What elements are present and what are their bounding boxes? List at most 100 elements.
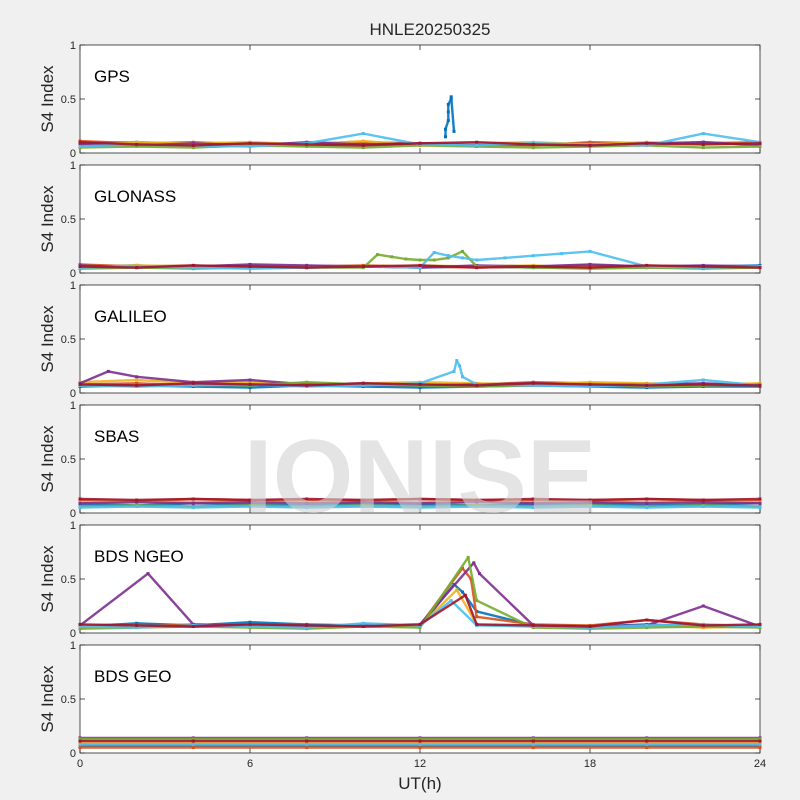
data-point <box>146 572 150 576</box>
data-point <box>531 737 535 741</box>
data-point <box>531 381 535 385</box>
data-point <box>701 265 705 268</box>
y-tick-label: 1 <box>70 280 76 292</box>
y-tick-label: 0 <box>70 268 76 280</box>
data-point <box>135 266 139 270</box>
data-point <box>191 266 195 270</box>
watermark-text: IONISE <box>244 419 597 535</box>
data-point <box>248 265 252 268</box>
data-point <box>531 742 535 746</box>
data-point <box>305 737 309 741</box>
data-point <box>560 252 564 256</box>
data-point <box>458 364 462 368</box>
data-point <box>645 746 649 750</box>
data-point <box>361 500 365 504</box>
data-point <box>758 746 762 750</box>
axes-box <box>79 284 761 394</box>
data-point <box>758 742 762 746</box>
data-point <box>645 626 649 630</box>
data-point <box>135 498 139 502</box>
panel-label: SBAS <box>94 427 139 446</box>
data-point <box>461 566 464 570</box>
data-point <box>191 625 195 628</box>
data-point <box>305 742 309 746</box>
data-point <box>758 266 762 270</box>
data-point <box>418 739 422 743</box>
y-tick-label: 0 <box>70 508 76 520</box>
data-point <box>78 265 82 268</box>
data-point <box>191 746 195 750</box>
data-point <box>191 742 195 746</box>
y-tick-label: 0 <box>70 748 76 760</box>
data-point <box>78 506 82 510</box>
data-point <box>418 141 422 145</box>
data-point <box>503 256 507 260</box>
data-point <box>446 256 450 260</box>
data-point <box>78 497 82 501</box>
data-point <box>191 143 195 147</box>
data-point <box>248 145 252 148</box>
data-point <box>191 739 195 743</box>
y-tick-label: 1 <box>70 40 76 52</box>
data-point <box>588 140 592 144</box>
data-point <box>531 254 535 258</box>
data-point <box>432 251 436 254</box>
data-point <box>645 618 649 622</box>
data-point <box>758 141 762 145</box>
y-tick-label: 1 <box>70 520 76 532</box>
data-point <box>78 737 82 741</box>
data-point <box>390 255 394 259</box>
data-point <box>455 588 459 592</box>
data-point <box>248 141 252 145</box>
data-point <box>135 378 139 382</box>
data-point <box>305 266 309 270</box>
data-point <box>645 742 649 746</box>
data-point <box>78 145 82 148</box>
panel-label: GLONASS <box>94 187 176 206</box>
data-point <box>531 142 535 146</box>
data-point <box>361 146 365 150</box>
data-point <box>78 142 82 146</box>
data-point <box>135 626 139 630</box>
data-point <box>588 505 592 508</box>
series-line <box>78 594 762 628</box>
data-point <box>758 383 762 387</box>
data-point <box>588 498 592 502</box>
data-point <box>248 380 252 384</box>
data-point <box>418 737 422 741</box>
data-point <box>404 257 408 261</box>
data-point <box>645 263 649 267</box>
panel-bds-geo: 0 0.5 1 S4 Index BDS GEO 0 6 12 18 24 <box>38 640 766 770</box>
data-point <box>418 626 422 630</box>
data-point <box>305 142 309 146</box>
axes-box <box>79 164 761 274</box>
data-point <box>78 140 82 144</box>
data-point <box>361 139 365 143</box>
data-point <box>531 623 535 627</box>
data-point <box>418 746 422 750</box>
data-point <box>361 381 365 385</box>
y-axis-label: S4 Index <box>38 185 57 253</box>
data-point <box>588 385 592 388</box>
data-point <box>78 742 82 746</box>
data-point <box>248 622 252 626</box>
data-point <box>248 620 252 624</box>
series-line <box>78 250 762 270</box>
data-point <box>446 254 450 258</box>
data-point <box>469 577 473 581</box>
data-point <box>645 497 649 501</box>
data-point <box>248 267 252 271</box>
data-point <box>191 501 195 505</box>
data-point <box>135 381 139 385</box>
y-tick-label: 0.5 <box>61 94 76 106</box>
data-point <box>475 266 479 270</box>
data-point <box>588 262 592 266</box>
data-point <box>361 498 365 502</box>
data-point <box>248 625 252 628</box>
data-point <box>461 375 464 379</box>
data-point <box>758 145 762 148</box>
data-point <box>531 497 535 501</box>
panel-label: GALILEO <box>94 307 167 326</box>
data-point <box>645 506 649 510</box>
